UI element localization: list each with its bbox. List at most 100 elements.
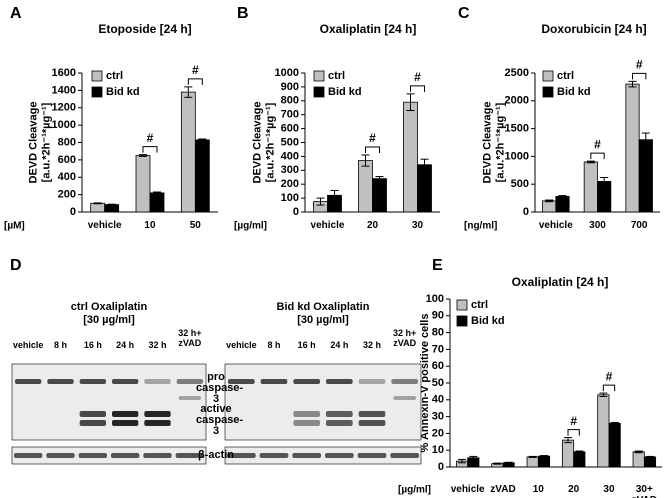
significance-bracket — [590, 152, 605, 160]
significance-bracket — [142, 146, 158, 153]
bar — [625, 83, 640, 213]
active-caspase-label: active caspase-3 — [196, 403, 244, 437]
panel-label: A — [10, 5, 22, 22]
legend-swatch — [91, 70, 103, 82]
y-tick-label: 1600 — [52, 67, 76, 79]
x-tick-label-box: 10 — [144, 220, 156, 231]
y-tick-label: 1000 — [275, 67, 299, 79]
band — [227, 453, 256, 458]
panel-label: E — [432, 257, 443, 274]
x-tick-label: 10 — [144, 220, 156, 231]
y-tick-label: 500 — [281, 136, 299, 148]
y-axis-label: DEVD Cleavage — [27, 102, 39, 184]
bar — [180, 91, 196, 213]
band — [326, 379, 353, 384]
band — [292, 453, 321, 458]
x-tick-label: vehicle — [87, 220, 122, 231]
band — [144, 379, 171, 384]
y-tick-label: 600 — [281, 123, 299, 135]
x-tick-label-box: vehicle — [451, 484, 485, 495]
band — [358, 379, 386, 384]
blot-background — [11, 363, 207, 441]
x-unit-label: [ng/ml] — [464, 221, 497, 232]
legend-swatch — [456, 299, 468, 311]
x-tick-label: 30+ zVAD — [632, 484, 657, 498]
significance-bracket — [410, 85, 425, 92]
y-axis-label: DEVD Cleavage — [481, 102, 493, 184]
bar — [135, 155, 151, 213]
panel-label: C — [458, 5, 470, 22]
lane-label: 32 h+ zVAD — [393, 328, 417, 348]
y-tick-label: 200 — [281, 178, 299, 190]
x-tick-label-box: 50 — [190, 220, 201, 231]
band — [325, 453, 354, 458]
bar — [597, 394, 610, 468]
band — [358, 420, 386, 426]
panel-label: B — [237, 5, 249, 22]
bar — [643, 456, 657, 468]
x-tick-label: 20 — [366, 220, 379, 231]
bar — [561, 439, 575, 468]
band — [228, 379, 255, 384]
lane-label: vehicle — [12, 340, 44, 350]
legend-label: Bid kd — [106, 86, 140, 98]
x-tick-label: vehicle — [310, 220, 345, 231]
lane-label: 8 h — [267, 340, 281, 350]
y-axis-label: [a.u.*2h⁻¹*µg⁻¹] — [40, 102, 52, 182]
band — [78, 453, 107, 458]
bar — [526, 456, 539, 468]
legend-swatch — [542, 70, 554, 82]
bar — [194, 139, 210, 213]
gel-subtitle: [30 µg/ml] — [83, 314, 135, 326]
x-tick-label-box: 10 — [532, 484, 544, 495]
x-tick-label: 10 — [532, 484, 544, 495]
significance-label: # — [147, 131, 154, 145]
x-tick-label: zVAD — [490, 484, 516, 495]
band — [259, 453, 289, 458]
y-tick-label: 800 — [281, 95, 299, 107]
significance-label: # — [414, 70, 421, 84]
panel-label: D — [10, 257, 22, 274]
bar — [638, 139, 653, 213]
significance-bracket — [602, 384, 616, 392]
blot-background — [224, 446, 422, 465]
lane-label: 32 h+ zVAD — [178, 328, 202, 348]
bar — [573, 451, 586, 468]
y-axis-label: [a.u.*2h⁻¹*µg⁻¹] — [264, 102, 276, 182]
y-tick-label: 100 — [426, 293, 444, 305]
y-tick-label: 20 — [432, 427, 444, 439]
bar — [358, 160, 373, 213]
y-tick-label: 800 — [58, 136, 76, 148]
y-tick-label: 200 — [58, 189, 76, 201]
band — [357, 453, 387, 458]
blot-background — [11, 446, 207, 465]
legend-label: ctrl — [471, 299, 488, 311]
y-tick-label: 600 — [58, 154, 76, 166]
band — [144, 420, 171, 426]
band — [358, 411, 386, 417]
band — [178, 396, 201, 400]
lane-label: vehicle — [226, 340, 257, 350]
x-unit-label: [µg/ml] — [234, 221, 267, 232]
y-tick-label: 400 — [58, 171, 76, 183]
legend-label: Bid kd — [471, 315, 505, 327]
band — [112, 411, 139, 417]
band — [79, 420, 106, 426]
chart-title: Etoposide [24 h] — [98, 22, 191, 36]
legend-label: Bid kd — [557, 86, 591, 98]
y-tick-label: 0 — [523, 206, 529, 218]
chart-title: Doxorubicin [24 h] — [541, 22, 646, 36]
bar — [372, 178, 387, 213]
y-tick-label: 400 — [281, 150, 299, 162]
chart-title: Oxaliplatin [24 h] — [320, 22, 417, 36]
x-tick-label: 30 — [411, 220, 424, 231]
band — [175, 453, 204, 458]
bar — [555, 196, 570, 213]
legend-swatch — [313, 86, 325, 98]
y-tick-label: 500 — [511, 178, 529, 190]
y-tick-label: 30 — [432, 411, 444, 423]
y-tick-label: 2000 — [505, 95, 529, 107]
significance-bracket — [187, 78, 203, 85]
y-tick-label: 1000 — [52, 119, 76, 131]
band — [293, 420, 320, 426]
